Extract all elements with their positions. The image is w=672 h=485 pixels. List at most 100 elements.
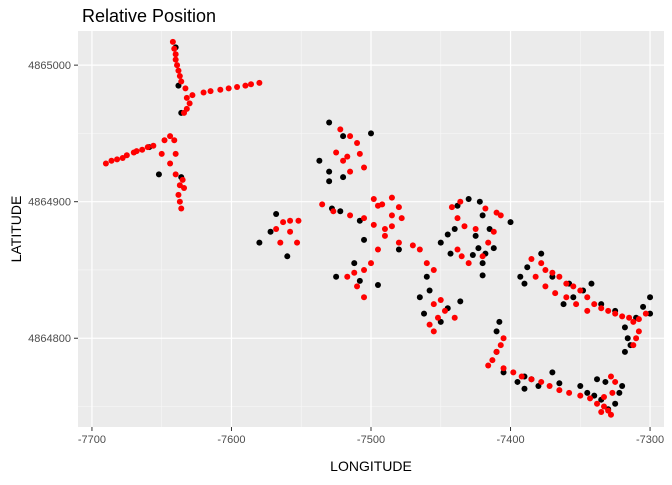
data-point-series-2 (388, 194, 395, 201)
data-point-series-2 (500, 335, 507, 342)
data-point-series-1 (538, 250, 545, 257)
data-point-series-2 (200, 89, 207, 96)
data-point-series-2 (217, 86, 224, 93)
data-point-series-2 (409, 242, 416, 249)
data-point-series-2 (167, 133, 174, 140)
data-point-series-1 (423, 273, 430, 280)
data-point-series-2 (607, 373, 614, 380)
data-point-series-1 (549, 369, 556, 376)
data-point-series-2 (287, 228, 294, 235)
data-point-series-2 (374, 246, 381, 253)
y-tick-label: 4864900 (28, 197, 71, 209)
data-point-series-1 (479, 272, 486, 279)
data-point-series-2 (556, 273, 563, 280)
data-point-series-2 (577, 287, 584, 294)
data-point-series-2 (577, 392, 584, 399)
data-point-series-2 (423, 260, 430, 267)
data-point-series-2 (351, 269, 358, 276)
data-point-series-2 (635, 316, 642, 323)
data-point-series-1 (479, 260, 486, 267)
data-point-series-1 (416, 294, 423, 301)
data-point-series-2 (356, 150, 363, 157)
data-point-series-2 (552, 290, 559, 297)
data-point-series-2 (144, 144, 151, 151)
data-point-series-2 (510, 369, 517, 376)
data-point-series-2 (361, 215, 368, 222)
data-point-series-2 (594, 400, 601, 407)
data-point-series-1 (507, 219, 514, 226)
data-point-series-2 (497, 212, 504, 219)
data-point-series-1 (340, 133, 347, 140)
data-point-series-1 (621, 348, 628, 355)
data-point-series-1 (647, 310, 654, 317)
data-point-series-1 (256, 239, 263, 246)
data-point-series-1 (577, 383, 584, 390)
x-tick-label: -7300 (636, 434, 664, 446)
data-point-series-2 (178, 205, 185, 212)
data-point-series-2 (368, 260, 374, 267)
data-point-series-2 (398, 215, 405, 222)
data-point-series-2 (234, 83, 241, 90)
data-point-series-2 (172, 56, 179, 63)
data-point-series-2 (172, 150, 179, 157)
data-point-series-1 (570, 294, 577, 301)
data-point-series-2 (347, 168, 354, 175)
data-point-series-2 (337, 126, 344, 133)
data-point-series-2 (430, 301, 437, 308)
y-axis-label: LATITUDE (8, 196, 24, 263)
data-point-series-2 (114, 156, 121, 163)
data-point-series-2 (605, 307, 612, 314)
data-point-series-1 (647, 294, 654, 301)
data-point-series-2 (497, 342, 504, 349)
data-point-series-2 (482, 205, 489, 212)
data-point-series-2 (630, 342, 637, 349)
data-point-series-2 (612, 378, 619, 385)
data-point-series-2 (171, 137, 178, 144)
data-point-series-1 (451, 226, 458, 232)
data-point-series-2 (186, 100, 193, 107)
data-point-series-2 (395, 239, 402, 246)
data-point-series-2 (528, 376, 535, 383)
data-point-series-2 (566, 389, 573, 396)
data-point-series-2 (179, 176, 186, 183)
data-point-series-2 (493, 348, 500, 355)
data-point-series-1 (273, 210, 280, 217)
data-point-series-1 (421, 310, 428, 317)
data-point-series-1 (361, 236, 368, 243)
data-point-series-2 (161, 137, 168, 144)
data-point-series-2 (587, 395, 594, 402)
data-point-series-2 (361, 266, 368, 273)
x-tick-label: -7600 (217, 434, 245, 446)
data-point-series-2 (416, 246, 423, 253)
data-point-series-1 (395, 246, 402, 253)
data-point-series-2 (344, 153, 351, 160)
data-point-series-1 (472, 232, 479, 239)
data-point-series-2 (573, 301, 580, 308)
data-point-series-2 (626, 314, 633, 321)
data-point-series-2 (485, 362, 492, 369)
data-point-series-2 (532, 273, 539, 280)
data-point-series-2 (542, 266, 549, 273)
data-point-series-2 (169, 38, 176, 45)
data-point-series-2 (465, 260, 472, 267)
data-point-series-1 (326, 119, 333, 126)
data-point-series-1 (517, 273, 524, 280)
data-point-series-2 (172, 51, 179, 58)
data-point-series-2 (461, 223, 468, 230)
data-point-series-1 (584, 389, 591, 396)
data-point-series-2 (570, 283, 577, 290)
data-point-series-2 (549, 269, 556, 276)
data-point-series-2 (178, 78, 185, 85)
data-point-series-2 (176, 198, 183, 205)
data-point-series-2 (330, 208, 337, 215)
data-point-series-2 (642, 310, 649, 317)
data-point-series-1 (351, 260, 358, 267)
data-point-series-2 (426, 321, 433, 328)
x-tick-label: -7500 (357, 434, 385, 446)
data-point-series-1 (447, 250, 454, 257)
data-point-series-2 (158, 150, 165, 157)
data-point-series-1 (514, 378, 521, 385)
data-point-series-2 (354, 139, 361, 146)
data-point-series-2 (451, 314, 458, 321)
